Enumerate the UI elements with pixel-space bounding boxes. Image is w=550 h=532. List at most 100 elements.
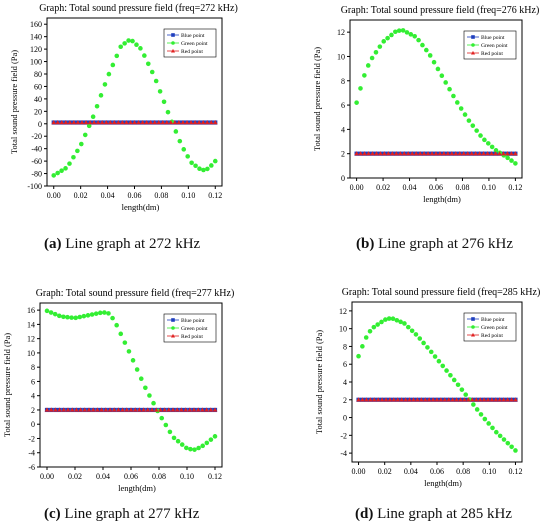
y-axis-label: Total sound pressure field (Pa) <box>9 50 19 154</box>
data-point <box>471 402 476 407</box>
data-point <box>86 123 92 129</box>
y-tick-label: 8 <box>341 77 345 86</box>
data-point <box>463 392 469 397</box>
data-point <box>505 440 511 446</box>
series-green-point <box>51 38 218 178</box>
x-tick-label: 0.12 <box>508 183 522 192</box>
y-axis-label: Total sound pressure field (Pa) <box>2 333 12 437</box>
data-point <box>393 151 399 156</box>
legend-label: Blue point <box>481 35 505 41</box>
data-point <box>71 120 77 125</box>
data-point <box>454 100 460 105</box>
data-point <box>362 151 367 156</box>
data-point <box>79 141 84 147</box>
data-point <box>417 336 423 341</box>
data-point <box>425 345 430 350</box>
x-tick-label: 0.08 <box>456 467 470 476</box>
data-point <box>98 93 104 98</box>
legend-label: Blue point <box>181 318 205 324</box>
data-point <box>481 397 487 402</box>
data-point <box>168 120 174 125</box>
data-point <box>356 397 361 402</box>
chart-d-svg: Graph: Total sound pressure field (freq=… <box>314 287 541 488</box>
y-tick-label: 2 <box>31 406 35 415</box>
data-point <box>128 120 133 125</box>
y-axis-label: Total sound pressure field (Pa) <box>314 330 324 434</box>
legend: Blue point Green point Red point <box>463 312 517 342</box>
data-point <box>158 407 163 412</box>
x-tick-label: 0.10 <box>181 191 195 200</box>
data-point <box>75 148 80 154</box>
data-point <box>55 170 60 176</box>
data-point <box>486 421 491 426</box>
legend-marker <box>171 326 175 330</box>
y-tick-label: 16 <box>27 306 35 315</box>
data-point <box>114 53 120 59</box>
x-tick-label: 0.06 <box>430 467 444 476</box>
data-point <box>122 340 128 345</box>
legend-label: Green point <box>181 326 208 332</box>
data-point <box>59 168 64 173</box>
data-point <box>74 407 79 412</box>
data-point <box>473 151 479 156</box>
series-red-point <box>356 397 518 402</box>
data-point <box>421 151 427 156</box>
data-point <box>462 112 468 117</box>
chart-a-caption-letter: (a) <box>44 236 62 252</box>
y-tick-label: -100 <box>27 182 42 191</box>
chart-b-caption: (b) Line graph at 276 kHz <box>356 236 513 253</box>
data-point <box>128 407 134 412</box>
y-tick-label: 12 <box>27 335 35 344</box>
data-point <box>440 363 446 369</box>
data-point <box>501 151 506 156</box>
data-point <box>409 328 415 334</box>
data-point <box>153 78 159 84</box>
data-point <box>195 407 201 412</box>
data-point <box>71 154 76 160</box>
chart-c-caption-letter: (c) <box>44 506 61 522</box>
chart-d-caption-letter: (d) <box>355 506 374 522</box>
data-point <box>434 397 440 402</box>
data-point <box>424 47 429 53</box>
data-point <box>374 151 379 156</box>
legend-marker <box>471 332 475 337</box>
data-point <box>411 397 416 402</box>
data-point <box>181 147 187 152</box>
data-point <box>382 151 387 156</box>
data-point <box>69 315 74 320</box>
data-point <box>454 397 459 402</box>
data-point <box>111 407 117 412</box>
legend-marker <box>471 43 475 47</box>
data-point <box>391 397 397 402</box>
x-tick-label: 0.08 <box>154 191 168 200</box>
data-point <box>398 319 403 325</box>
data-point <box>212 158 218 164</box>
y-tick-label: -2 <box>340 431 347 440</box>
x-tick-label: 0.12 <box>208 472 222 481</box>
data-point <box>482 416 488 422</box>
data-point <box>149 407 155 412</box>
chart-title: Graph: Total sound pressure field (freq=… <box>342 287 541 298</box>
data-point <box>130 38 135 44</box>
y-tick-label: 120 <box>30 45 42 54</box>
data-point <box>371 324 377 330</box>
data-point <box>485 141 491 146</box>
data-point <box>354 100 359 105</box>
y-tick-label: -6 <box>28 463 35 472</box>
y-tick-label: 0 <box>341 174 345 183</box>
data-point <box>149 69 155 75</box>
data-point <box>132 407 138 412</box>
y-tick-label: 160 <box>30 20 42 29</box>
data-point <box>185 154 190 159</box>
data-point <box>386 151 391 156</box>
data-point <box>65 407 71 412</box>
data-point <box>212 120 218 125</box>
data-point <box>489 144 495 150</box>
series-red-point <box>51 120 218 125</box>
x-tick-label: 0.06 <box>128 191 142 200</box>
data-point <box>52 311 58 317</box>
data-point <box>197 166 202 172</box>
x-tick-label: 0.00 <box>40 472 54 481</box>
data-point <box>365 63 371 68</box>
data-point <box>370 151 375 156</box>
